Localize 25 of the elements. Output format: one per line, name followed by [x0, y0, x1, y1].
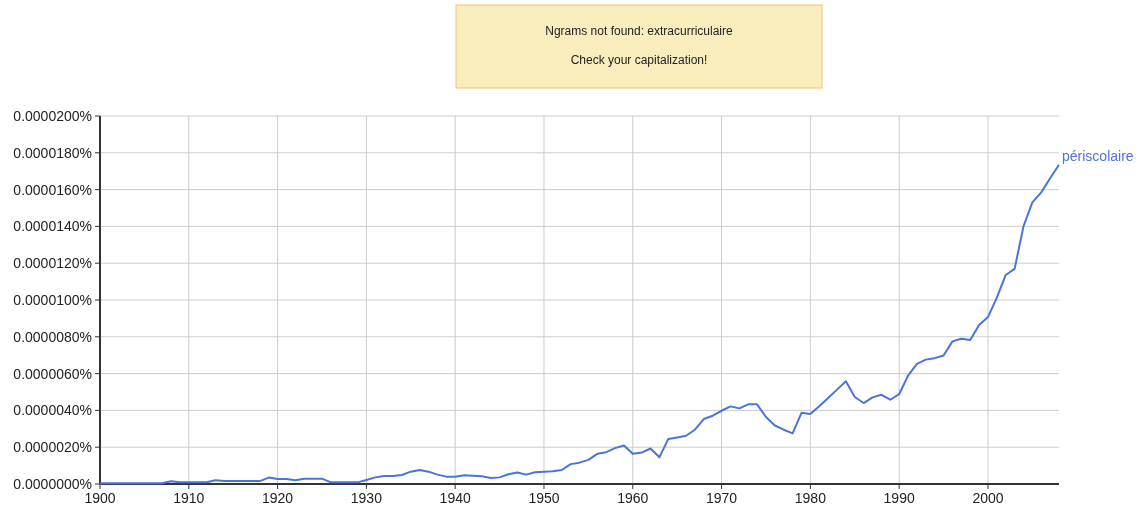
y-tick-label: 0.0000100%	[13, 292, 92, 308]
x-tick-label: 1920	[262, 490, 294, 506]
x-tick-label: 1990	[883, 490, 915, 506]
x-tick-label: 1930	[350, 490, 383, 506]
x-tick-label: 1950	[528, 490, 560, 506]
text: Ngrams not found: extracurriculaire	[545, 24, 734, 38]
y-tick-label: 0.0000080%	[13, 328, 92, 345]
y-tick-label: 0.0000060%	[13, 365, 92, 382]
x-tick-label: 2000	[972, 490, 1004, 506]
y-tick-label: 0.0000120%	[13, 255, 92, 272]
y-tick-label: 0.0000000%	[13, 476, 92, 492]
y-tick-label: 0.0000200%	[13, 108, 92, 124]
y-tick-label: 0.0000020%	[13, 439, 92, 456]
x-tick-label: 1900	[84, 490, 116, 506]
x-tick-label: 1970	[706, 490, 738, 506]
x-tick-label: 1980	[794, 490, 827, 506]
y-tick-label: 0.0000180%	[13, 144, 92, 161]
x-tick-label: 1960	[617, 490, 649, 506]
y-tick-label: 0.0000140%	[13, 218, 92, 235]
y-tick-label: 0.0000160%	[13, 181, 92, 198]
text: Check your capitalization!	[570, 53, 708, 67]
y-tick-label: 0.0000040%	[13, 402, 92, 419]
x-tick-label: 1940	[439, 490, 471, 506]
series-label: périscolaire	[1062, 147, 1134, 164]
x-tick-label: 1910	[173, 490, 205, 506]
